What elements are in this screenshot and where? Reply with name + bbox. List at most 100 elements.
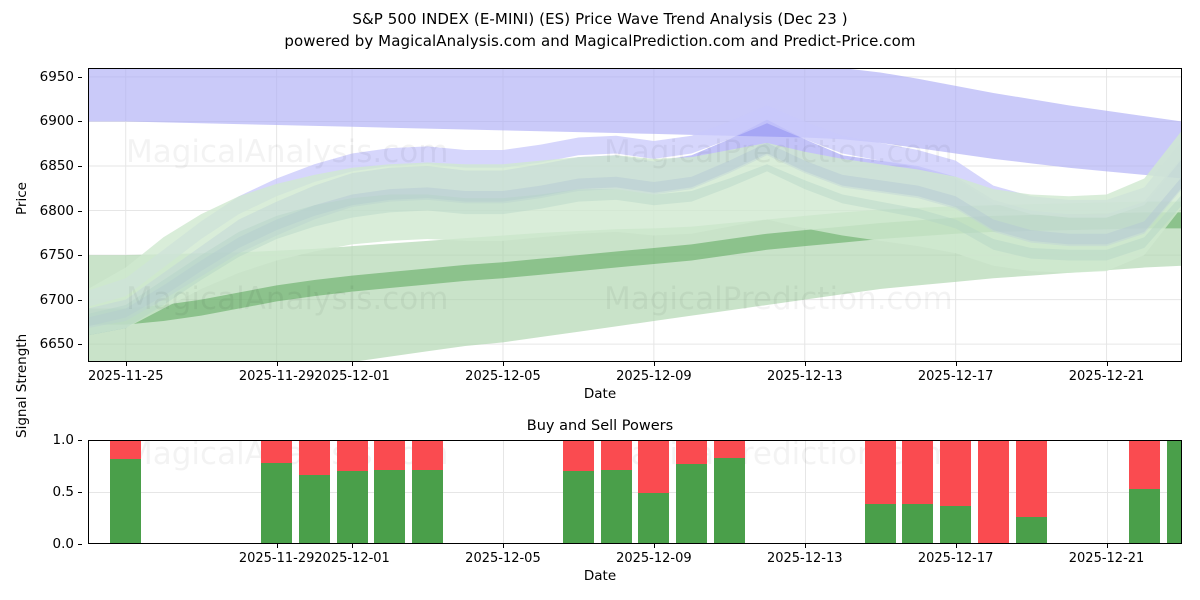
signal-y-axis-label: Signal Strength <box>14 333 30 438</box>
sell-power-segment <box>110 440 142 459</box>
price-x-tick-mark <box>653 362 655 366</box>
sell-power-segment <box>562 440 594 472</box>
sell-power-segment <box>977 440 1009 544</box>
signal-y-tick-mark <box>78 440 82 441</box>
sell-power-segment <box>600 440 632 471</box>
price-y-tick-label: 6900 <box>39 113 74 130</box>
sell-power-segment <box>1015 440 1047 517</box>
buy-power-segment <box>638 493 670 544</box>
signal-gridline-v <box>1106 440 1108 544</box>
price-x-tick-mark <box>352 362 354 366</box>
buy-power-segment <box>1128 488 1160 544</box>
price-x-axis-ticks: 2025-11-25 2025-11-29 2025-12-01 2025-12-05… <box>88 362 1182 388</box>
signal-bar <box>940 440 972 544</box>
price-y-tick-label: 6850 <box>39 158 74 174</box>
price-x-tick-mark <box>276 362 278 366</box>
buy-power-segment <box>713 457 745 544</box>
signal-y-tick-mark <box>78 492 82 493</box>
signal-gridline-v <box>804 440 806 544</box>
sell-power-segment <box>298 440 330 476</box>
signal-bar <box>638 440 670 544</box>
sell-power-segment <box>261 440 293 463</box>
signal-bar <box>600 440 632 544</box>
buy-power-segment <box>864 504 896 544</box>
price-x-tick-mark <box>125 362 127 366</box>
buy-power-segment <box>940 505 972 544</box>
signal-x-tick-mark <box>955 544 957 548</box>
signal-y-axis-ticks: 0.0 0.5 1.0 <box>0 432 82 552</box>
buy-power-segment <box>562 471 594 544</box>
buy-power-segment <box>261 462 293 544</box>
sell-power-segment <box>336 440 368 472</box>
signal-y-tick-label: 0.0 <box>52 536 74 552</box>
price-y-axis-label: Price <box>14 182 30 215</box>
price-band-7 <box>88 130 1182 336</box>
buy-power-segment <box>374 470 406 544</box>
signal-bar <box>1015 440 1047 544</box>
signal-x-tick-mark <box>1106 544 1108 548</box>
signal-bar <box>298 440 330 544</box>
signal-bar <box>676 440 708 544</box>
price-x-tick-mark <box>502 362 504 366</box>
signal-y-tick-label: 1.0 <box>52 432 74 448</box>
price-y-tick-label: 6950 <box>39 68 74 85</box>
signal-x-tick-label: 2025-12-17 <box>917 551 994 566</box>
sell-power-segment <box>864 440 896 505</box>
signal-x-tick-mark <box>502 544 504 548</box>
buy-power-segment <box>676 463 708 544</box>
signal-x-axis-ticks: 2025-11-29 2025-12-01 2025-12-05 2025-12-09… <box>88 544 1182 570</box>
signal-bar <box>110 440 142 544</box>
price-x-tick-label: 2025-12-17 <box>917 369 994 384</box>
price-y-axis-ticks: 6650 6700 6750 6800 6850 6900 6950 <box>0 68 82 362</box>
price-y-tick-label: 6800 <box>39 202 74 219</box>
sell-power-segment <box>1128 440 1160 489</box>
signal-bar <box>713 440 745 544</box>
sell-power-segment <box>940 440 972 506</box>
price-y-tick-mark <box>78 166 82 167</box>
signal-bar <box>902 440 934 544</box>
signal-bar <box>977 440 1009 544</box>
signal-bar <box>374 440 406 544</box>
signal-bar <box>562 440 594 544</box>
signal-bar <box>864 440 896 544</box>
price-band-0 <box>88 68 1182 179</box>
price-x-tick-label: 2025-12-21 <box>1068 369 1145 384</box>
signal-x-tick-label: 2025-12-01 <box>314 551 390 566</box>
chart-title-block: S&P 500 INDEX (E-MINI) (ES) Price Wave T… <box>0 8 1200 52</box>
signal-x-tick-label: 2025-12-21 <box>1068 551 1145 566</box>
sell-power-segment <box>412 440 443 471</box>
price-y-tick-label: 6750 <box>39 247 74 264</box>
signal-bar <box>412 440 443 544</box>
signal-x-tick-mark <box>352 544 354 548</box>
price-x-tick-label: 2025-12-01 <box>314 369 390 384</box>
price-y-tick-mark <box>78 76 82 78</box>
buy-power-segment <box>110 458 142 544</box>
signal-gridline-h <box>88 492 1182 493</box>
signal-y-tick-label: 0.5 <box>52 484 74 500</box>
price-y-tick-mark <box>78 344 82 346</box>
page-subtitle: powered by MagicalAnalysis.com and Magic… <box>284 32 916 50</box>
signal-x-tick-mark <box>276 544 278 548</box>
price-plot-area: MagicalAnalysis.comMagicalPrediction.com… <box>88 68 1182 362</box>
signal-y-tick-mark <box>78 544 82 545</box>
signal-chart-axes: MagicalAnalysis.comMagicalPrediction.com <box>88 440 1182 544</box>
sell-power-segment <box>676 440 708 464</box>
price-x-tick-label: 2025-12-05 <box>465 369 541 384</box>
signal-x-axis-label: Date <box>583 568 617 584</box>
signal-x-tick-label: 2025-11-29 <box>238 551 315 566</box>
sell-power-segment <box>374 440 406 471</box>
price-wave-bands <box>88 68 1182 362</box>
price-y-tick-mark <box>78 299 82 301</box>
signal-bar <box>1166 440 1182 544</box>
buy-power-segment <box>412 470 443 544</box>
price-x-tick-mark <box>955 362 957 366</box>
price-x-tick-label: 2025-11-29 <box>238 369 315 384</box>
signal-chart-title: Buy and Sell Powers <box>526 418 674 434</box>
price-x-tick-label: 2025-11-25 <box>87 369 164 384</box>
signal-x-tick-label: 2025-12-13 <box>766 551 843 566</box>
buy-power-segment <box>336 471 368 544</box>
price-y-tick-label: 6650 <box>39 336 74 353</box>
signal-bar <box>261 440 293 544</box>
price-x-axis-label: Date <box>583 386 617 402</box>
